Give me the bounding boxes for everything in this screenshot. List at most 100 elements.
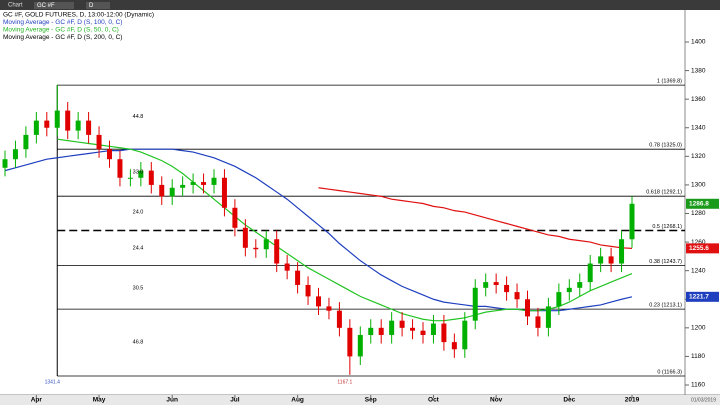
candle-body — [399, 320, 405, 328]
legend-entry: Moving Average - GC #F, D (S, 100, 0, C) — [3, 19, 122, 26]
candle-body — [148, 170, 154, 185]
y-tick-label: 1260 — [691, 239, 706, 246]
bottom-label: 1167.1 — [337, 379, 352, 385]
candle-body — [598, 256, 604, 264]
candle-body — [441, 323, 447, 343]
candle-body — [180, 184, 186, 188]
annotation: 44.8 — [133, 114, 144, 120]
fib-label: 0.23 (1213.1) — [649, 303, 682, 309]
candle-body — [525, 299, 530, 317]
candle-body — [587, 263, 593, 283]
candle-body — [378, 327, 384, 335]
candle-body — [514, 292, 520, 300]
x-tick-label: Jun — [166, 397, 178, 404]
candle-body — [2, 159, 8, 168]
y-tick-label: 1340 — [691, 124, 706, 131]
candle-body — [232, 207, 238, 228]
candle-body — [221, 177, 227, 208]
legend-entry: Moving Average - GC #F, D (S, 200, 0, C) — [3, 34, 122, 41]
bottom-label: 1341.4 — [45, 379, 61, 385]
candle-body — [117, 159, 123, 178]
symbol[interactable]: GC #F — [37, 3, 55, 9]
price-box — [686, 243, 719, 254]
candle-body — [472, 287, 478, 321]
candle-body — [169, 187, 175, 197]
fib-label: 0.78 (1325.0) — [649, 143, 682, 149]
y-tick-label: 1360 — [691, 96, 706, 103]
x-tick-label: 2019 — [625, 397, 640, 404]
candle-body — [629, 203, 635, 240]
candle-body — [336, 310, 342, 328]
candle-body — [127, 177, 133, 179]
price-box-label: 1286.8 — [689, 201, 709, 208]
candle-body — [33, 120, 39, 135]
candle-body — [86, 120, 92, 135]
annotation: 33.0 — [133, 170, 144, 176]
annotation: 24.0 — [133, 210, 144, 216]
candle-body — [12, 149, 18, 160]
toolbar — [0, 0, 720, 10]
candle-body — [556, 292, 562, 307]
candle-body — [211, 177, 217, 185]
symbol-box[interactable] — [34, 2, 74, 9]
candle-body — [347, 327, 353, 357]
x-tick-label: Aug — [291, 397, 304, 404]
price-box-label: 1255.6 — [689, 245, 709, 252]
candle-body — [242, 227, 248, 248]
candle-body — [420, 330, 426, 335]
candle-body — [389, 320, 395, 335]
y-tick-label: 1380 — [691, 67, 706, 74]
chart-title: GC #F, GOLD FUTURES, D, 13:00-12:00 (Dyn… — [3, 12, 154, 19]
time-axis — [0, 395, 720, 405]
x-tick-label: Jul — [230, 397, 240, 404]
moving-average — [318, 187, 633, 249]
candle-body — [284, 263, 290, 271]
candle-body — [451, 342, 457, 350]
interval-box[interactable] — [86, 2, 110, 9]
candle-body — [566, 287, 572, 293]
fib-label: 0.5 (1268.1) — [652, 224, 682, 230]
legend-entry: Moving Average - GC #F, D (S, 50, 0, C) — [3, 27, 119, 34]
candle-body — [138, 170, 144, 178]
y-tick-label: 1200 — [691, 325, 706, 332]
candle-body — [483, 282, 489, 288]
annotation: 24.4 — [133, 245, 144, 251]
candle-body — [253, 247, 259, 250]
candle-body — [190, 182, 196, 185]
fib-label: 0 (1166.3) — [657, 369, 682, 375]
candle-body — [462, 320, 468, 350]
price-box — [686, 291, 719, 302]
candle-body — [23, 134, 29, 150]
candle-body — [75, 120, 81, 131]
x-tick-label: Nov — [490, 397, 503, 404]
candle-body — [65, 110, 71, 131]
y-tick-label: 1160 — [691, 382, 705, 389]
candle-body — [504, 284, 510, 293]
candle-body — [54, 110, 60, 128]
candle-body — [608, 256, 614, 264]
candle-body — [305, 284, 311, 297]
candle-body — [274, 239, 280, 264]
tab[interactable]: Chart — [8, 3, 23, 9]
fib-label: 0.618 (1292.1) — [646, 190, 682, 196]
date-label: 01/03/2019 — [691, 397, 716, 403]
x-tick-label: Apr — [31, 397, 43, 404]
candle-body — [107, 149, 112, 160]
candle-body — [96, 134, 102, 150]
candle-body — [368, 327, 374, 335]
candle-body — [201, 182, 207, 185]
moving-average — [57, 138, 633, 322]
y-tick-label: 1240 — [691, 267, 706, 274]
y-tick-label: 1400 — [691, 39, 706, 46]
candle-body — [410, 327, 416, 331]
x-tick-label: May — [93, 397, 106, 404]
candle-body — [159, 184, 165, 197]
candle-body — [263, 239, 269, 250]
x-tick-label: Oct — [428, 397, 440, 404]
price-box — [686, 198, 719, 209]
x-tick-label: Dec — [563, 397, 575, 404]
y-tick-label: 1300 — [691, 182, 706, 189]
interval[interactable]: D — [89, 3, 94, 9]
y-tick-label: 1320 — [691, 153, 706, 160]
